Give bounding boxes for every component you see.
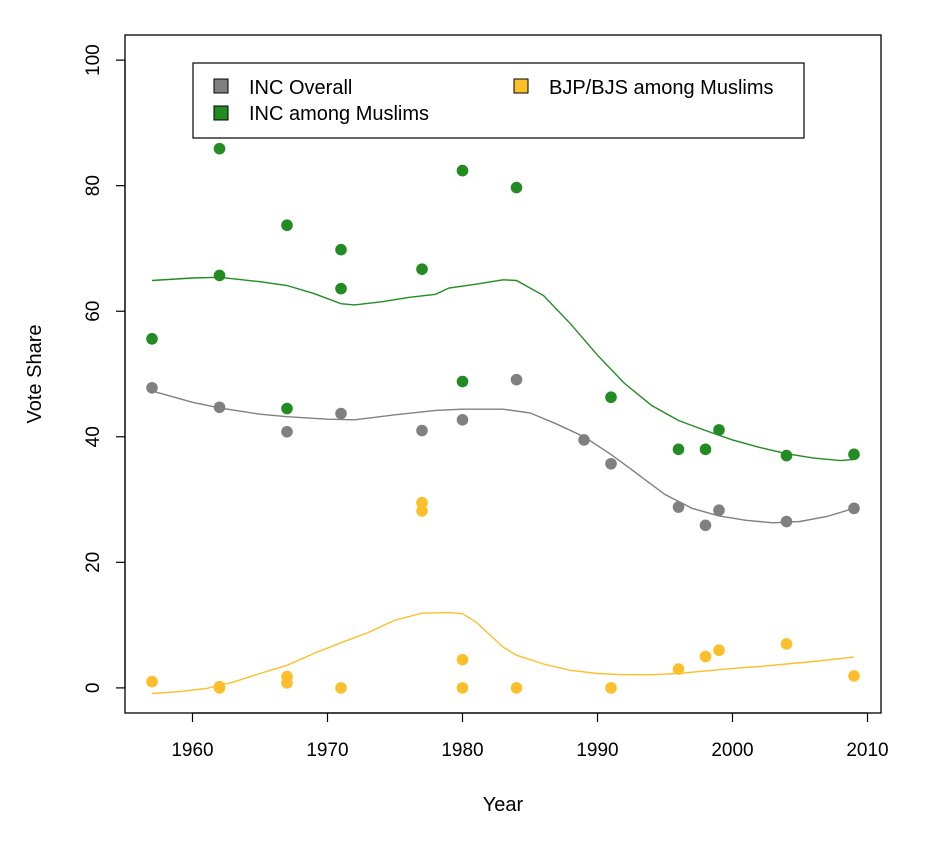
point-series-0-0 (146, 382, 158, 394)
x-tick-label-1990: 1990 (576, 740, 618, 761)
y-tick-label-40: 40 (83, 426, 104, 447)
y-axis-title: Vote Share (24, 325, 46, 424)
point-series-2-0 (146, 675, 158, 688)
point-series-2-8 (456, 653, 469, 666)
x-tick-label-2000: 2000 (711, 740, 753, 761)
point-series-0-1 (213, 401, 226, 414)
point-series-0-8 (605, 457, 617, 470)
point-series-0-10 (699, 519, 712, 532)
point-series-0-5 (456, 414, 469, 426)
point-series-1-15 (780, 449, 793, 462)
x-tick-label-2010: 2010 (846, 740, 888, 761)
y-tick-label-100: 100 (83, 44, 104, 76)
point-series-1-13 (699, 443, 712, 456)
point-series-2-11 (605, 682, 617, 694)
point-series-2-16 (848, 670, 860, 682)
y-axis: 0 20 40 60 80 100 (83, 44, 126, 694)
point-series-1-3 (281, 219, 293, 232)
legend-swatch-bjp-muslims (513, 78, 529, 94)
legend-label-inc-muslims: INC among Muslims (249, 103, 429, 125)
y-tick-label-20: 20 (83, 552, 104, 573)
trend-line-series-1 (151, 276, 855, 462)
point-series-1-14 (713, 424, 725, 436)
legend-label-bjp-muslims: BJP/BJS among Muslims (549, 77, 774, 99)
point-series-0-6 (510, 373, 523, 386)
point-series-0-2 (281, 425, 293, 438)
x-axis: 1960 1970 1980 1990 2000 2010 (171, 712, 889, 761)
trend-line-series-0 (151, 390, 855, 524)
point-series-2-9 (456, 682, 469, 694)
point-series-2-13 (699, 650, 712, 663)
point-series-1-6 (335, 282, 347, 295)
x-tick-label-1960: 1960 (171, 740, 213, 761)
point-series-0-7 (578, 434, 590, 446)
legend-box (192, 62, 805, 139)
point-series-1-2 (213, 269, 226, 282)
legend-swatch-inc-overall (213, 78, 229, 94)
point-series-2-7 (416, 505, 428, 517)
point-series-1-12 (672, 443, 685, 456)
point-series-0-4 (416, 424, 428, 437)
y-tick-label-0: 0 (83, 683, 104, 694)
point-series-1-4 (281, 402, 293, 415)
point-series-2-2 (213, 680, 226, 693)
point-series-0-13 (848, 502, 860, 515)
point-series-0-12 (780, 515, 793, 528)
point-series-1-16 (848, 448, 860, 461)
point-series-1-1 (213, 142, 226, 155)
point-series-0-11 (713, 504, 725, 517)
point-series-1-10 (510, 181, 523, 194)
y-tick-label-80: 80 (83, 175, 104, 196)
point-series-2-10 (510, 682, 523, 694)
point-series-1-7 (416, 263, 428, 275)
legend-swatch-inc-muslims (213, 105, 229, 121)
point-series-2-4 (281, 677, 293, 689)
point-series-2-12 (672, 663, 685, 675)
point-series-2-14 (713, 644, 725, 657)
point-series-1-11 (605, 391, 617, 404)
trend-lines (151, 276, 855, 695)
point-series-1-8 (456, 164, 469, 177)
point-series-1-5 (335, 243, 347, 256)
x-tick-label-1970: 1970 (306, 740, 348, 761)
point-series-2-15 (780, 638, 793, 650)
point-series-0-3 (335, 407, 347, 420)
legend: INC Overall INC among Muslims BJP/BJS am… (192, 62, 805, 139)
trend-line-series-2 (151, 611, 855, 695)
x-axis-title: Year (483, 794, 524, 816)
data-points (146, 142, 860, 694)
legend-label-inc-overall: INC Overall (249, 77, 352, 99)
point-series-2-5 (335, 682, 347, 694)
point-series-2-6 (416, 496, 428, 509)
x-tick-label-1980: 1980 (441, 740, 483, 761)
point-series-1-9 (456, 375, 469, 388)
point-series-1-0 (146, 333, 158, 345)
point-series-0-9 (672, 501, 685, 513)
y-tick-label-60: 60 (83, 301, 104, 322)
